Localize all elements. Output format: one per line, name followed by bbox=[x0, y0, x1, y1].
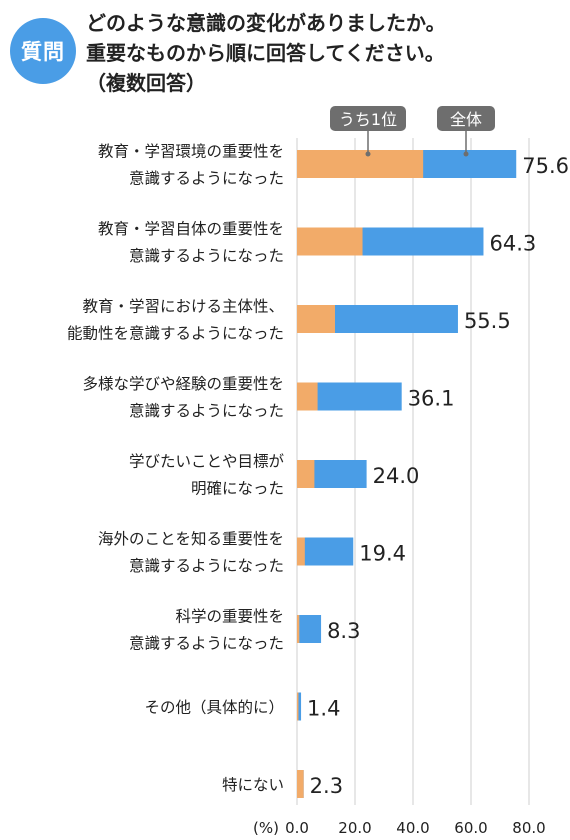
legend-top1-pointer-dot bbox=[365, 151, 371, 157]
category-label: 海外のことを知る重要性を bbox=[98, 530, 284, 548]
value-label: 19.4 bbox=[359, 542, 406, 566]
category-label: 多様な学びや経験の重要性を bbox=[82, 375, 284, 393]
question-line-3: （複数回答） bbox=[86, 71, 206, 95]
category-label: 教育・学習自体の重要性を bbox=[98, 220, 284, 238]
x-tick-label: 40.0 bbox=[396, 819, 429, 837]
legend-total-pointer-dot bbox=[463, 151, 469, 157]
category-label: 意識するようになった bbox=[129, 556, 284, 575]
bar-top1 bbox=[297, 305, 335, 333]
value-label: 8.3 bbox=[327, 619, 360, 643]
question-text: どのような意識の変化がありましたか。 重要なものから順に回答してください。 （複… bbox=[86, 8, 566, 98]
legend-top1-label: うち1位 bbox=[339, 110, 397, 129]
category-label: 教育・学習における主体性、 bbox=[82, 298, 284, 316]
question-line-1: どのような意識の変化がありましたか。 bbox=[86, 11, 446, 35]
bar-total bbox=[297, 692, 302, 721]
legend-total-label: 全体 bbox=[450, 110, 482, 129]
x-tick-label: 60.0 bbox=[454, 819, 487, 837]
category-label: 意識するようになった bbox=[129, 634, 284, 653]
category-label: その他（具体的に） bbox=[144, 699, 284, 717]
x-tick-label: 0.0 bbox=[285, 819, 309, 837]
axis-unit: (%) bbox=[253, 819, 279, 837]
bar-top1 bbox=[297, 537, 305, 566]
bar-total bbox=[297, 615, 322, 643]
value-label: 55.5 bbox=[464, 309, 511, 333]
question-line-2: 重要なものから順に回答してください。 bbox=[86, 41, 445, 65]
bar-top1 bbox=[297, 150, 424, 178]
value-label: 36.1 bbox=[408, 387, 455, 411]
legend-top1-box bbox=[330, 106, 406, 131]
value-label: 24.0 bbox=[373, 464, 420, 488]
bar-total bbox=[297, 537, 354, 566]
value-label: 2.3 bbox=[310, 774, 343, 798]
x-tick-label: 20.0 bbox=[338, 819, 371, 837]
bar-top1 bbox=[297, 460, 315, 488]
bar-top1 bbox=[297, 227, 363, 256]
value-label: 75.6 bbox=[522, 154, 569, 178]
x-tick-label: 80.0 bbox=[512, 819, 545, 837]
category-label: 特にない bbox=[222, 776, 284, 794]
category-label: 明確になった bbox=[191, 480, 284, 498]
bar-top1 bbox=[297, 770, 304, 798]
category-label: 意識するようになった bbox=[129, 169, 284, 188]
bar-top1 bbox=[297, 615, 300, 643]
category-label: 科学の重要性を bbox=[175, 608, 284, 626]
category-label: 学びたいことや目標が bbox=[129, 453, 285, 471]
question-badge: 質問 bbox=[10, 18, 76, 84]
category-label: 能動性を意識するようになった bbox=[67, 324, 284, 343]
category-label: 意識するようになった bbox=[129, 246, 284, 265]
category-label: 意識するようになった bbox=[129, 401, 284, 420]
legend-total-box bbox=[437, 106, 495, 131]
bar-top1 bbox=[297, 692, 299, 721]
value-label: 1.4 bbox=[307, 697, 340, 721]
bar-top1 bbox=[297, 382, 318, 411]
value-label: 64.3 bbox=[489, 232, 536, 256]
category-label: 教育・学習環境の重要性を bbox=[98, 142, 284, 161]
